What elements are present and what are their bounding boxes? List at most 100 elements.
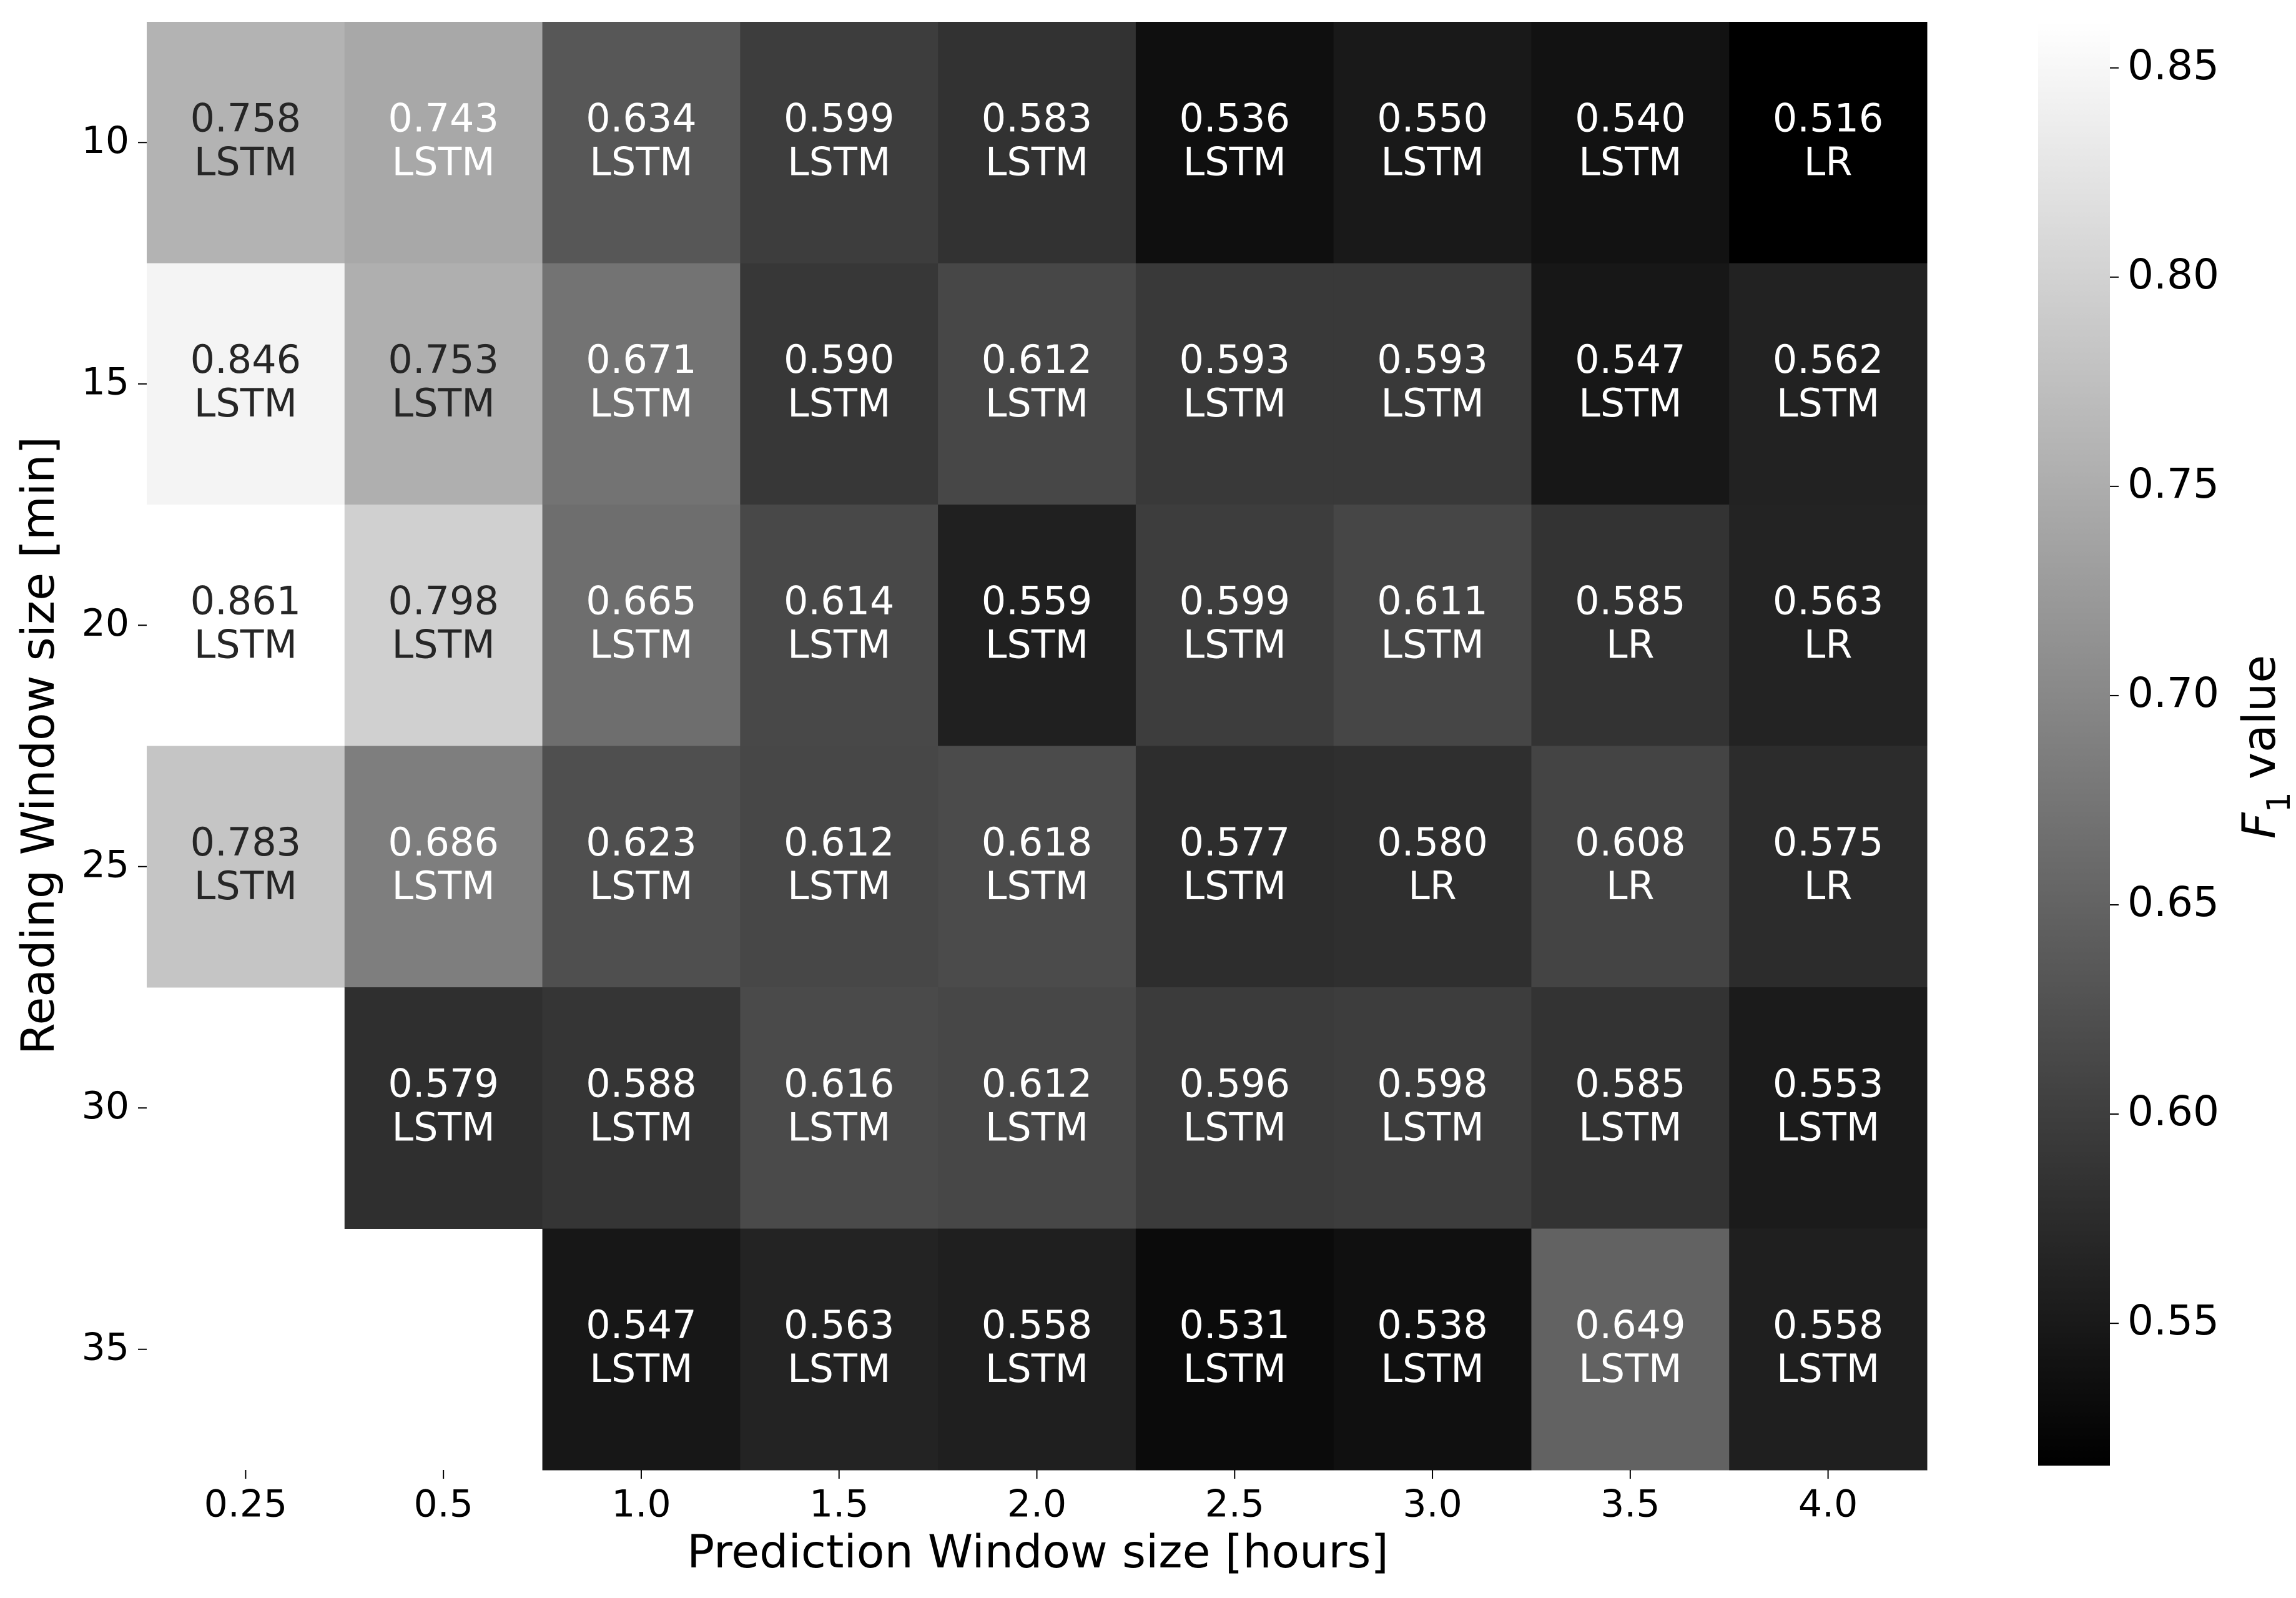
- heatmap-cell: [1135, 987, 1334, 1229]
- heatmap-cell: [542, 1228, 741, 1471]
- y-tick-label: 35: [82, 1325, 129, 1369]
- cell-model-label: LSTM: [1579, 1346, 1682, 1391]
- cell-value-label: 0.516: [1773, 95, 1884, 141]
- cell-value-label: 0.579: [388, 1060, 499, 1106]
- cell-value-label: 0.649: [1575, 1302, 1686, 1348]
- cell-value-label: 0.612: [784, 819, 895, 865]
- cell-value-label: 0.593: [1377, 337, 1488, 382]
- cell-value-label: 0.585: [1575, 1060, 1686, 1106]
- y-tick-label: 30: [82, 1084, 129, 1128]
- y-tick-label: 15: [82, 360, 129, 403]
- cell-model-label: LR: [1408, 863, 1457, 909]
- heatmap-cell: [1531, 987, 1730, 1229]
- cell-model-label: LSTM: [392, 621, 495, 667]
- cell-model-label: LSTM: [1579, 380, 1682, 426]
- cell-model-label: LSTM: [1183, 1104, 1286, 1150]
- cell-value-label: 0.798: [388, 578, 499, 623]
- cell-value-label: 0.559: [982, 578, 1093, 623]
- cell-value-label: 0.538: [1377, 1302, 1488, 1348]
- cell-value-label: 0.558: [982, 1302, 1093, 1348]
- cell-value-label: 0.596: [1180, 1060, 1291, 1106]
- heatmap-cell: [1333, 263, 1532, 505]
- cell-model-label: LSTM: [392, 380, 495, 426]
- y-axis-label: Reading Window size [min]: [12, 436, 65, 1055]
- cell-value-label: 0.547: [1575, 337, 1686, 382]
- colorbar-tick-label: 0.70: [2127, 669, 2219, 717]
- heatmap-cell: [938, 1228, 1136, 1471]
- cell-value-label: 0.758: [190, 95, 302, 141]
- heatmap-cell: [740, 987, 939, 1229]
- cell-model-label: LR: [1606, 863, 1655, 909]
- heatmap-cell: [1531, 22, 1730, 264]
- cell-model-label: LSTM: [1381, 621, 1484, 667]
- cell-model-label: LSTM: [1183, 380, 1286, 426]
- heatmap-cell: [1531, 746, 1730, 988]
- heatmap-cell: [1531, 263, 1730, 505]
- y-tick-label: 10: [82, 119, 129, 162]
- heatmap-cell: [1531, 1228, 1730, 1471]
- cell-value-label: 0.616: [784, 1060, 895, 1106]
- heatmap-cell: [147, 263, 345, 505]
- colorbar-tick-label: 0.80: [2127, 250, 2219, 298]
- cell-model-label: LSTM: [985, 863, 1088, 909]
- heatmap-cell: [1531, 505, 1730, 746]
- cell-model-label: LR: [1804, 863, 1853, 909]
- cell-model-label: LSTM: [787, 1104, 890, 1150]
- y-tick-label: 25: [82, 842, 129, 886]
- heatmap-cell: [740, 263, 939, 505]
- cell-value-label: 0.553: [1773, 1060, 1884, 1106]
- cell-value-label: 0.580: [1377, 819, 1488, 865]
- cell-model-label: LSTM: [985, 139, 1088, 184]
- colorbar-tick-label: 0.65: [2127, 878, 2219, 926]
- heatmap-cell: [344, 505, 543, 746]
- cell-value-label: 0.536: [1180, 95, 1291, 141]
- x-tick-label: 2.0: [1007, 1482, 1067, 1526]
- cell-value-label: 0.608: [1575, 819, 1686, 865]
- cell-model-label: LSTM: [194, 621, 297, 667]
- cell-model-label: LSTM: [1579, 1104, 1682, 1150]
- heatmap-cell: [1729, 22, 1928, 264]
- cell-model-label: LSTM: [1776, 1346, 1880, 1391]
- heatmap-cell: [740, 1228, 939, 1471]
- heatmap-cell: [1729, 1228, 1928, 1471]
- heatmap-cell: [147, 746, 345, 988]
- heatmap-cell: [1135, 746, 1334, 988]
- cell-model-label: LSTM: [1776, 380, 1880, 426]
- heatmap-cell: [1729, 263, 1928, 505]
- heatmap-cell: [938, 505, 1136, 746]
- cell-model-label: LSTM: [1579, 139, 1682, 184]
- cell-model-label: LSTM: [194, 863, 297, 909]
- heatmap-cell: [344, 987, 543, 1229]
- cell-value-label: 0.623: [586, 819, 697, 865]
- colorbar-tick-label: 0.85: [2127, 41, 2219, 89]
- cell-model-label: LSTM: [787, 621, 890, 667]
- heatmap-cell: [1729, 987, 1928, 1229]
- x-tick-label: 4.0: [1798, 1482, 1858, 1526]
- cell-model-label: LSTM: [589, 863, 692, 909]
- heatmap-cell: [542, 746, 741, 988]
- heatmap-cell: [1333, 987, 1532, 1229]
- cell-model-label: LSTM: [1183, 621, 1286, 667]
- cell-model-label: LSTM: [392, 863, 495, 909]
- cell-model-label: LSTM: [1776, 1104, 1880, 1150]
- cell-value-label: 0.753: [388, 337, 499, 382]
- cell-value-label: 0.614: [784, 578, 895, 623]
- cell-value-label: 0.558: [1773, 1302, 1884, 1348]
- cell-value-label: 0.599: [1180, 578, 1291, 623]
- cell-model-label: LSTM: [985, 380, 1088, 426]
- heatmap-cell: [147, 505, 345, 746]
- colorbar-label-part: F: [2233, 812, 2286, 839]
- x-tick-label: 0.5: [413, 1482, 473, 1526]
- cell-model-label: LSTM: [194, 139, 297, 184]
- cell-value-label: 0.577: [1180, 819, 1291, 865]
- cell-model-label: LSTM: [589, 380, 692, 426]
- heatmap-cell: [1135, 22, 1334, 264]
- cell-model-label: LSTM: [787, 380, 890, 426]
- cell-model-label: LSTM: [1183, 863, 1286, 909]
- cell-model-label: LSTM: [589, 139, 692, 184]
- colorbar: [2038, 22, 2110, 1466]
- cell-model-label: LSTM: [1381, 380, 1484, 426]
- x-tick-label: 1.0: [611, 1482, 671, 1526]
- cell-model-label: LSTM: [1183, 139, 1286, 184]
- cell-value-label: 0.590: [784, 337, 895, 382]
